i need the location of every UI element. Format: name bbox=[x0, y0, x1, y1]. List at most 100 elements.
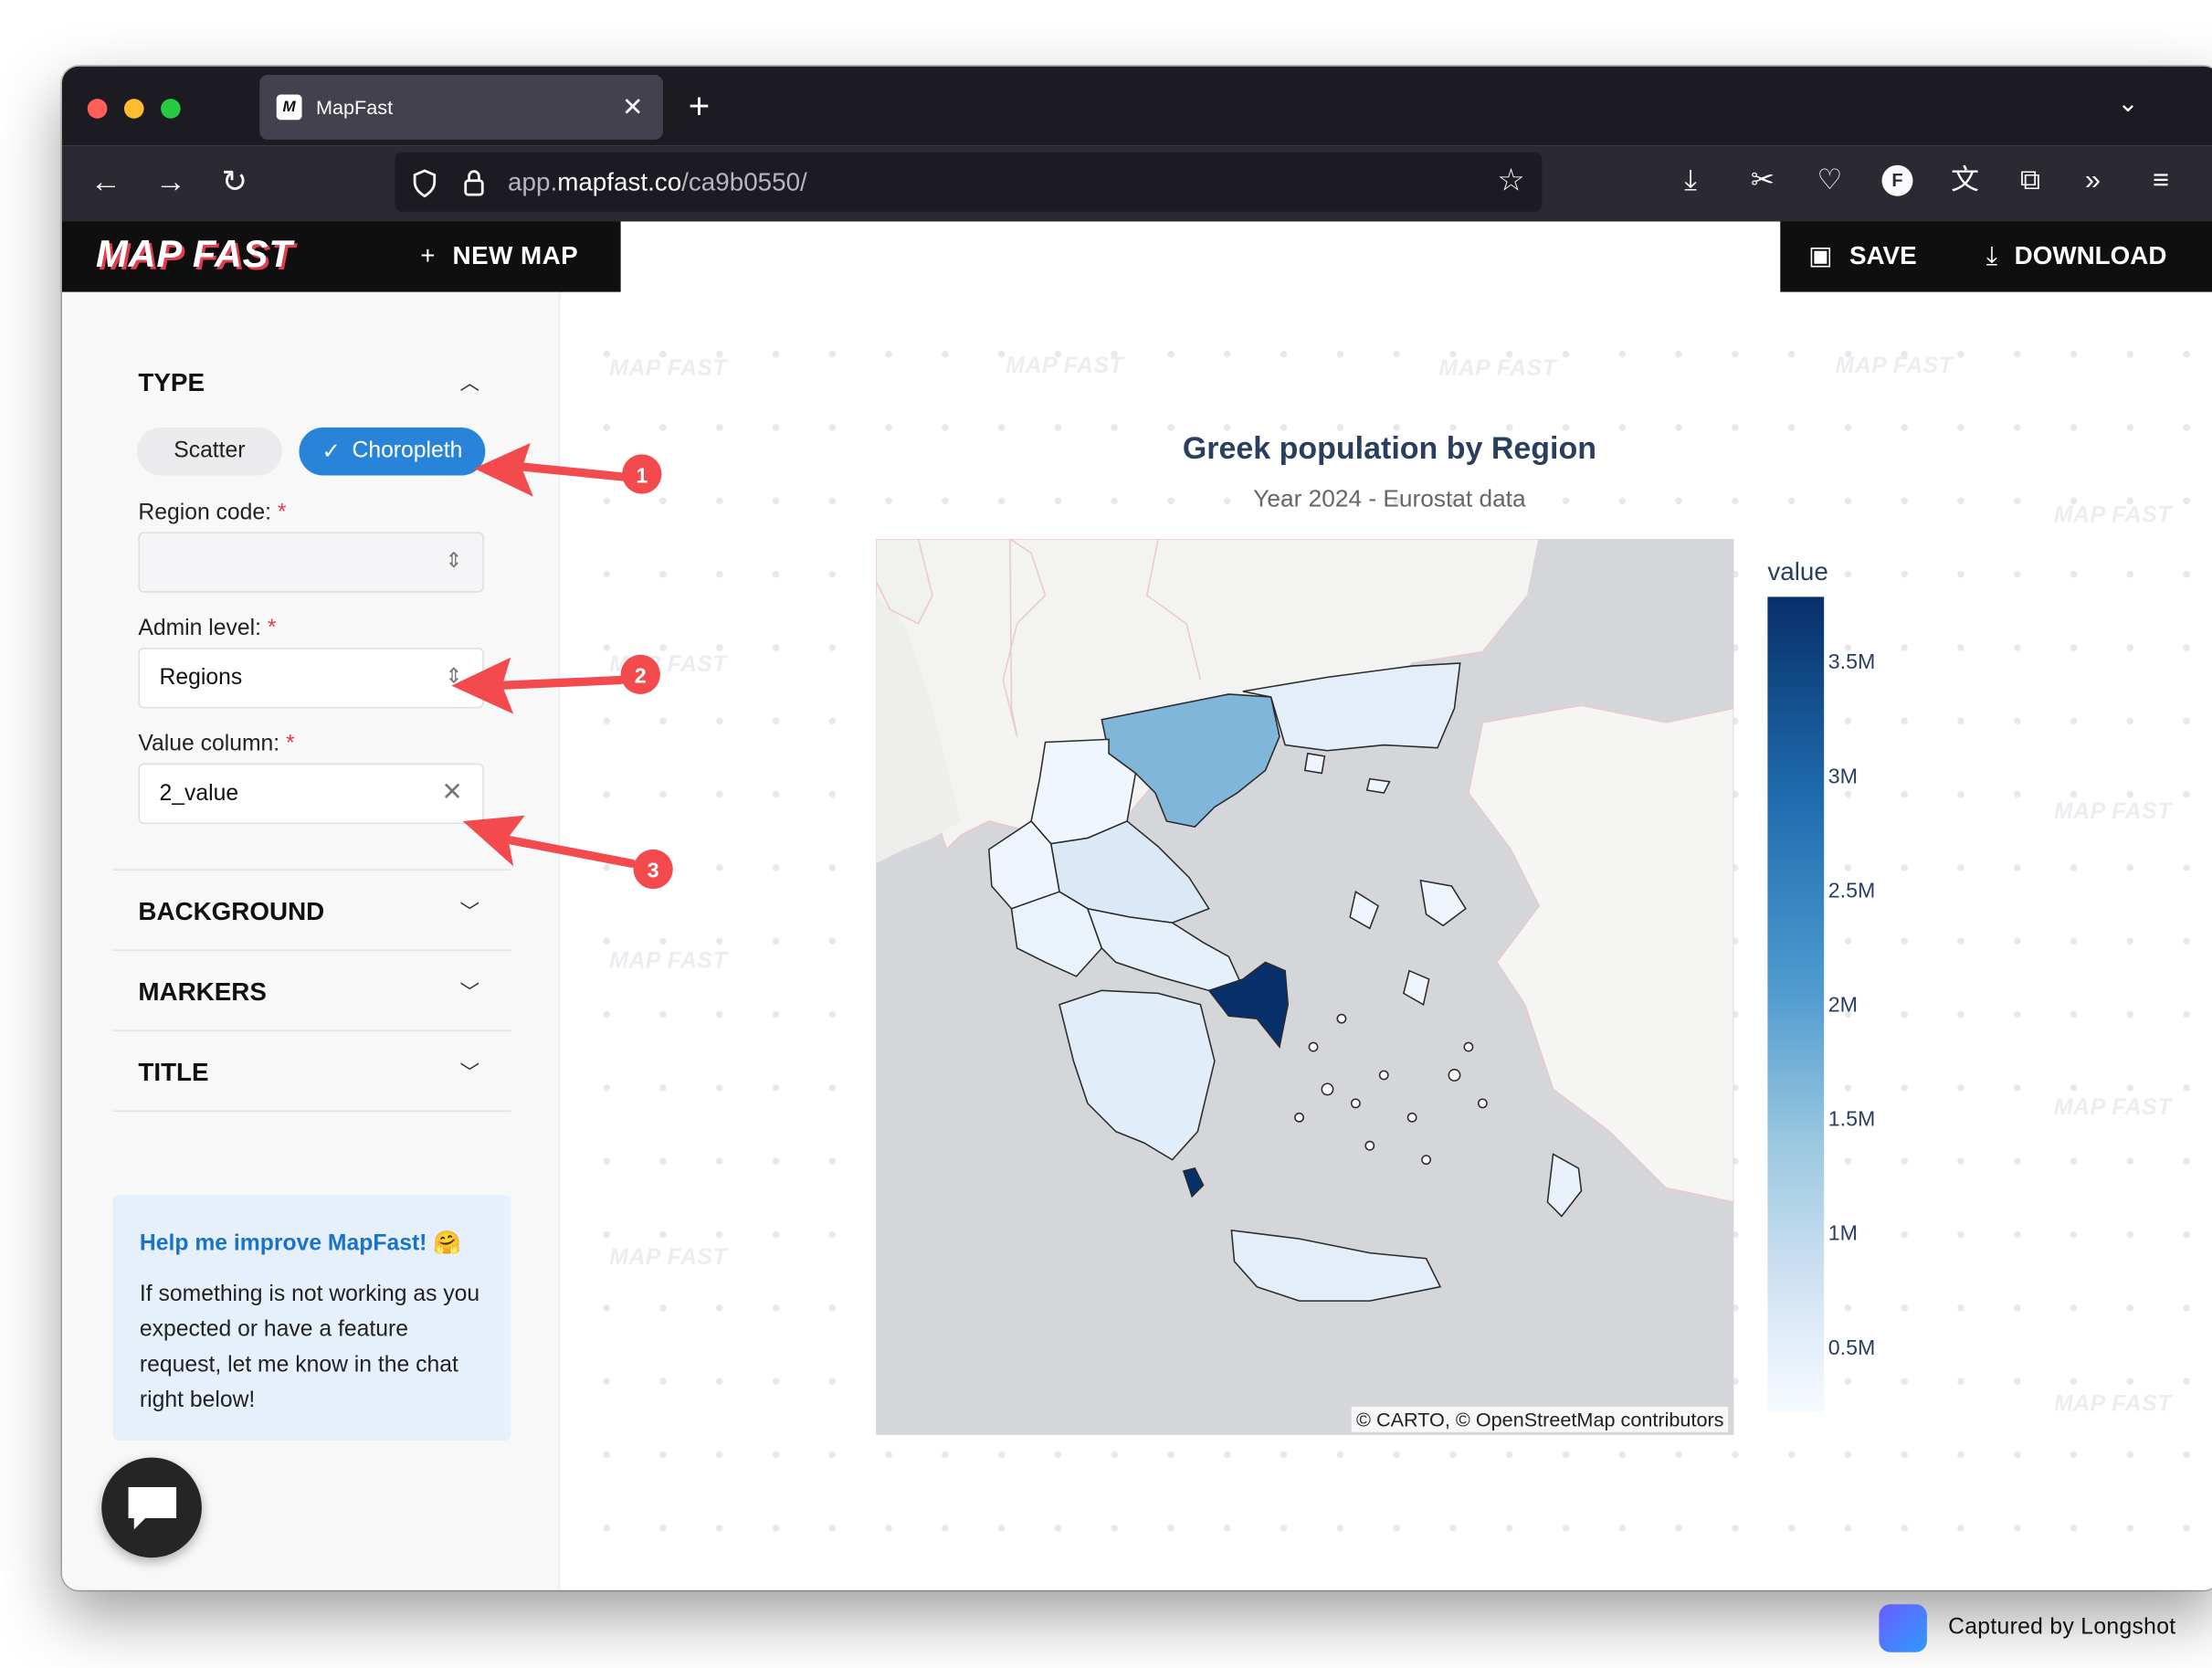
admin-level-label: Admin level: * bbox=[138, 616, 277, 641]
chat-button[interactable] bbox=[101, 1457, 202, 1558]
map-canvas-area: MAP FAST MAP FAST MAP FAST MAP FAST MAP … bbox=[561, 291, 2212, 1590]
region-code-select[interactable]: ⇕ bbox=[138, 532, 484, 593]
divider bbox=[112, 949, 511, 952]
maximize-window-button[interactable] bbox=[161, 99, 181, 119]
colorbar-tick: 2M bbox=[1828, 993, 1858, 1018]
value-column-select[interactable]: 2_value ✕ bbox=[138, 763, 484, 825]
svg-text:1: 1 bbox=[636, 463, 648, 487]
chart-subtitle: Year 2024 - Eurostat data bbox=[1253, 485, 1526, 512]
watermark: MAP FAST bbox=[1438, 356, 1557, 382]
select-arrows-icon: ⇕ bbox=[445, 548, 463, 574]
account-icon[interactable]: F bbox=[1881, 164, 1913, 196]
shield-icon bbox=[413, 169, 437, 198]
download-icon: ⤓ bbox=[1986, 241, 1998, 270]
colorbar-tick: 3.5M bbox=[1828, 650, 1876, 675]
colorbar-tick: 2.5M bbox=[1828, 879, 1876, 903]
mapfast-logo[interactable]: MAP FAST bbox=[96, 232, 293, 276]
watermark: MAP FAST bbox=[609, 356, 728, 382]
chat-bubble-icon bbox=[128, 1487, 177, 1530]
tab-title: MapFast bbox=[315, 96, 394, 119]
chevron-down-icon[interactable]: ﹀ bbox=[459, 980, 480, 1004]
choropleth-map[interactable]: © CARTO, © OpenStreetMap contributors bbox=[876, 539, 1734, 1435]
forward-icon[interactable]: → bbox=[154, 164, 186, 199]
svg-text:2: 2 bbox=[635, 664, 647, 688]
colorbar-tick: 0.5M bbox=[1828, 1335, 1876, 1360]
actions-area: ▣ SAVE ⤓ DOWNLOAD bbox=[1780, 221, 2212, 292]
download-button[interactable]: ⤓ DOWNLOAD bbox=[1986, 241, 2167, 270]
divider bbox=[112, 1029, 511, 1032]
settings-sidebar: TYPE ︿ Scatter ✓ Choropleth Region code: … bbox=[61, 291, 561, 1590]
colorbar-title: value bbox=[1767, 557, 1828, 586]
translate-icon[interactable]: 文 bbox=[1951, 164, 1980, 196]
type-section-heading[interactable]: TYPE bbox=[138, 368, 205, 397]
chevron-down-icon[interactable]: ﹀ bbox=[459, 900, 480, 924]
capture-text: Captured by Longshot bbox=[1948, 1615, 2176, 1640]
region-code-label: Region code: * bbox=[138, 501, 287, 525]
divider bbox=[112, 869, 511, 871]
help-body: If something is not working as you expec… bbox=[139, 1283, 480, 1413]
tab-list-chevron-icon[interactable]: ⌄ bbox=[2117, 89, 2139, 118]
menu-icon[interactable]: ≡ bbox=[2153, 164, 2170, 196]
downloads-icon[interactable]: ⤓ bbox=[1684, 164, 1697, 196]
title-section-heading[interactable]: TITLE bbox=[138, 1058, 209, 1087]
back-icon[interactable]: ← bbox=[90, 164, 121, 199]
browser-window: M MapFast ✕ + ⌄ ← → ↻ app.mapfast.co/ca9… bbox=[61, 66, 2212, 1590]
divider bbox=[112, 1110, 511, 1113]
watermark: MAP FAST bbox=[2053, 1392, 2172, 1417]
capture-footer: Captured by Longshot bbox=[1879, 1604, 2175, 1652]
navigation-bar: ← → ↻ app.mapfast.co/ca9b0550/ ☆ ⤓ ✂ ♡ F… bbox=[61, 145, 2212, 222]
watermark: MAP FAST bbox=[2053, 799, 2172, 825]
clear-icon[interactable]: ✕ bbox=[441, 777, 463, 806]
plus-icon: + bbox=[420, 241, 436, 270]
browser-tab[interactable]: M MapFast ✕ bbox=[259, 74, 663, 140]
help-box: Help me improve MapFast! 🤗 If something … bbox=[112, 1195, 511, 1441]
pocket-icon[interactable]: ♡ bbox=[1817, 164, 1843, 196]
reload-icon[interactable]: ↻ bbox=[221, 164, 248, 199]
watermark: MAP FAST bbox=[609, 1245, 728, 1271]
minimize-window-button[interactable] bbox=[123, 99, 144, 119]
chevron-down-icon[interactable]: ﹀ bbox=[459, 1061, 480, 1084]
map-attribution: © CARTO, © OpenStreetMap contributors bbox=[1352, 1406, 1729, 1432]
longshot-logo-icon bbox=[1879, 1604, 1927, 1652]
brand-area: MAP FAST + NEW MAP bbox=[61, 221, 621, 292]
extensions-icon[interactable]: ⧉ bbox=[2019, 164, 2040, 196]
screenshot-icon[interactable]: ✂ bbox=[1750, 164, 1775, 196]
colorbar-tick: 3M bbox=[1828, 765, 1858, 789]
lock-icon bbox=[464, 170, 484, 196]
watermark: MAP FAST bbox=[2053, 503, 2172, 528]
new-tab-icon[interactable]: + bbox=[688, 84, 711, 128]
annotation-arrow-3: 3 bbox=[462, 815, 673, 890]
chevron-up-icon[interactable]: ︿ bbox=[459, 371, 480, 394]
tab-strip: M MapFast ✕ + ⌄ bbox=[61, 66, 2212, 146]
annotation-arrow-2: 2 bbox=[451, 654, 660, 714]
watermark: MAP FAST bbox=[609, 949, 728, 974]
mapfast-favicon-icon: M bbox=[276, 94, 302, 121]
colorbar-tick: 1M bbox=[1828, 1221, 1858, 1246]
colorbar bbox=[1767, 596, 1825, 1413]
help-title: Help me improve MapFast! 🤗 bbox=[139, 1231, 462, 1256]
annotation-arrow-1: 1 bbox=[473, 443, 662, 497]
url-bar[interactable]: app.mapfast.co/ca9b0550/ ☆ bbox=[395, 152, 1543, 212]
markers-section-heading[interactable]: MARKERS bbox=[138, 977, 267, 1007]
colorbar-tick: 1.5M bbox=[1828, 1107, 1876, 1132]
overflow-chevrons-icon[interactable]: » bbox=[2084, 164, 2101, 196]
background-section-heading[interactable]: BACKGROUND bbox=[138, 897, 325, 926]
map-svg bbox=[876, 539, 1734, 1302]
watermark: MAP FAST bbox=[1835, 354, 1954, 378]
floppy-icon: ▣ bbox=[1808, 241, 1833, 270]
svg-text:3: 3 bbox=[648, 859, 659, 882]
app-header: MAP FAST + NEW MAP ▣ SAVE ⤓ DOWNLOAD bbox=[61, 221, 2212, 292]
url-text: app.mapfast.co/ca9b0550/ bbox=[508, 167, 807, 196]
save-button[interactable]: ▣ SAVE bbox=[1808, 241, 1917, 270]
watermark: MAP FAST bbox=[2053, 1096, 2172, 1121]
new-map-button[interactable]: + NEW MAP bbox=[420, 241, 579, 270]
scatter-option[interactable]: Scatter bbox=[136, 428, 282, 476]
check-icon: ✓ bbox=[321, 439, 342, 465]
choropleth-option[interactable]: ✓ Choropleth bbox=[299, 428, 486, 476]
chart-title: Greek population by Region bbox=[1182, 430, 1596, 466]
close-tab-icon[interactable]: ✕ bbox=[622, 92, 644, 121]
bookmark-star-icon[interactable]: ☆ bbox=[1497, 162, 1525, 198]
close-window-button[interactable] bbox=[87, 99, 108, 119]
